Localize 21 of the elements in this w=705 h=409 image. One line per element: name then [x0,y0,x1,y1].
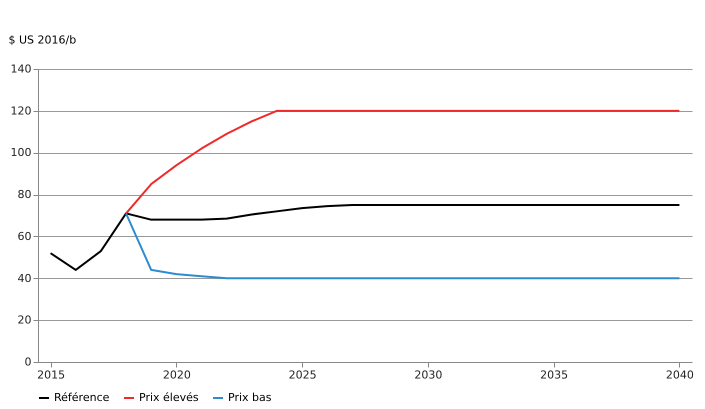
x-tick-label: 2035 [540,368,568,382]
y-tick-label: 60 [18,230,32,243]
x-tick-label: 2025 [288,368,317,382]
line-series [125,110,680,214]
x-tick-label: 2020 [162,368,191,382]
x-tick-label: 2030 [414,368,442,382]
y-tick-label: 20 [18,314,32,327]
x-tick-label: 2015 [37,368,66,382]
legend-label: Référence [54,391,110,404]
y-axis-title: $ US 2016/b [8,34,76,46]
line-series [125,212,680,280]
y-tick-label: 100 [10,146,32,160]
y-tick-label: 80 [18,188,32,202]
x-tick-label: 2040 [666,368,694,382]
y-tick-label: 40 [18,272,32,285]
line-series [50,204,680,271]
y-tick-label: 120 [10,104,32,118]
y-tick-label: 140 [10,62,32,76]
legend-label: Prix élevés [139,391,199,404]
legend-label: Prix bas [228,391,272,404]
y-tick-label: 0 [24,356,32,368]
